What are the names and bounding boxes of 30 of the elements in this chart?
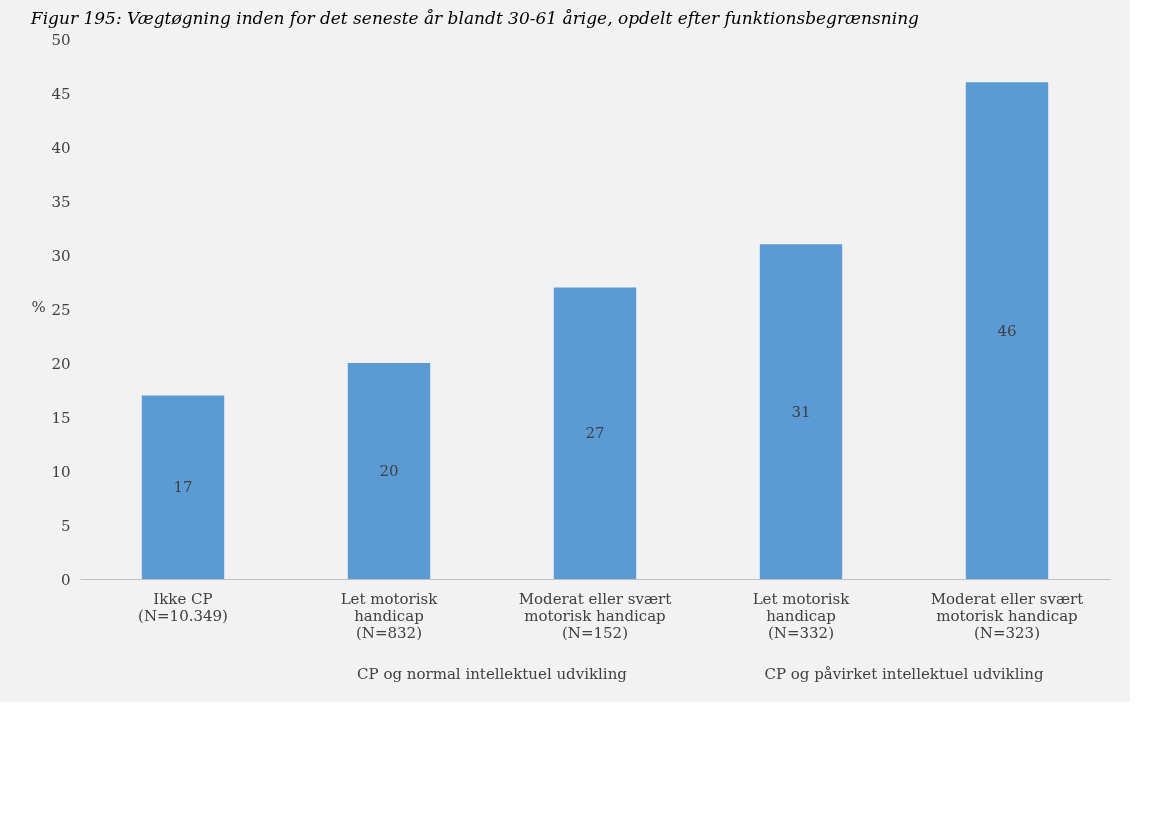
data-label: 20 bbox=[379, 462, 399, 480]
y-tick-label: 0 bbox=[60, 570, 71, 589]
y-tick-label: 45 bbox=[51, 84, 71, 103]
y-tick-label: 10 bbox=[51, 462, 71, 481]
x-tick-label: Ikke CP (N=10.349) bbox=[138, 589, 228, 625]
y-tick-label: 5 bbox=[60, 516, 71, 535]
x-tick-label: Moderat eller svært motorisk handicap (N=152) bbox=[518, 589, 672, 642]
x-tick-label: Let motorisk handicap (N=332) bbox=[752, 589, 851, 642]
y-tick-label: 25 bbox=[51, 300, 71, 319]
data-label: 27 bbox=[585, 424, 605, 443]
text: CP og normal intellektuel udvikling bbox=[357, 665, 628, 683]
y-tick-label: 35 bbox=[51, 192, 71, 211]
y-axis-title: % bbox=[31, 297, 46, 316]
bar bbox=[759, 244, 843, 579]
data-label: 46 bbox=[997, 321, 1017, 340]
y-tick-label: 40 bbox=[51, 138, 71, 157]
chart-title: Figur 195: Vægtøgning inden for det seneste år blandt 30-61 årige, opdelt efter funktionsbegrænsning bbox=[29, 8, 920, 28]
bar bbox=[141, 395, 225, 579]
y-tick-label: 15 bbox=[51, 408, 71, 427]
bar bbox=[553, 287, 637, 579]
y-tick-label: 20 bbox=[51, 354, 71, 373]
data-label: 17 bbox=[173, 478, 193, 497]
text: CP og påvirket intellektuel udvikling bbox=[764, 665, 1044, 683]
data-label: 31 bbox=[791, 402, 811, 421]
x-tick-label: Let motorisk handicap (N=832) bbox=[340, 589, 439, 642]
bar bbox=[965, 82, 1049, 579]
bar bbox=[347, 363, 431, 579]
y-tick-label: 30 bbox=[51, 246, 71, 265]
y-tick-label: 50 bbox=[51, 30, 71, 49]
x-tick-label: Moderat eller svært motorisk handicap (N=323) bbox=[930, 589, 1084, 642]
